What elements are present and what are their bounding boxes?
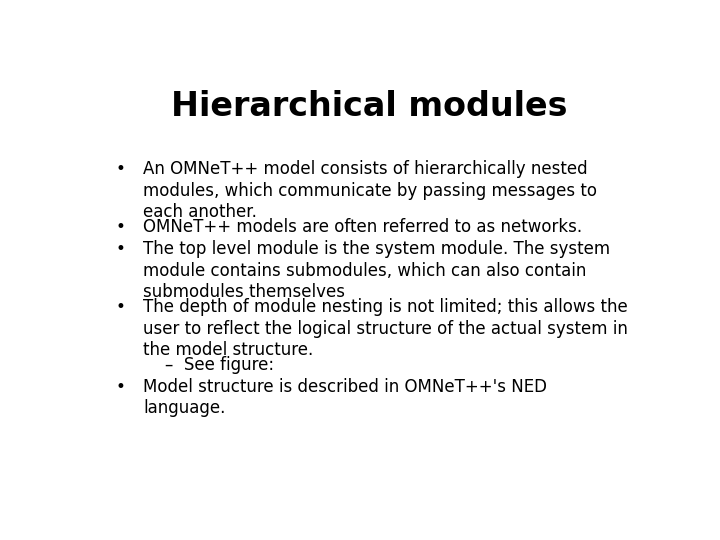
Text: An OMNeT++ model consists of hierarchically nested
modules, which communicate by: An OMNeT++ model consists of hierarchica… <box>143 160 597 221</box>
Text: •: • <box>116 218 125 236</box>
Text: The top level module is the system module. The system
module contains submodules: The top level module is the system modul… <box>143 240 610 301</box>
Text: •: • <box>116 240 125 258</box>
Text: •: • <box>116 378 125 396</box>
Text: Hierarchical modules: Hierarchical modules <box>171 90 567 123</box>
Text: Model structure is described in OMNeT++'s NED
language.: Model structure is described in OMNeT++'… <box>143 378 547 417</box>
Text: •: • <box>116 160 125 178</box>
Text: The depth of module nesting is not limited; this allows the
user to reflect the : The depth of module nesting is not limit… <box>143 298 628 359</box>
Text: •: • <box>116 298 125 316</box>
Text: OMNeT++ models are often referred to as networks.: OMNeT++ models are often referred to as … <box>143 218 582 236</box>
Text: –  See figure:: – See figure: <box>166 356 274 374</box>
